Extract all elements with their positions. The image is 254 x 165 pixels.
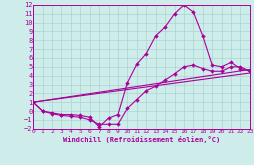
- X-axis label: Windchill (Refroidissement éolien,°C): Windchill (Refroidissement éolien,°C): [63, 136, 219, 143]
